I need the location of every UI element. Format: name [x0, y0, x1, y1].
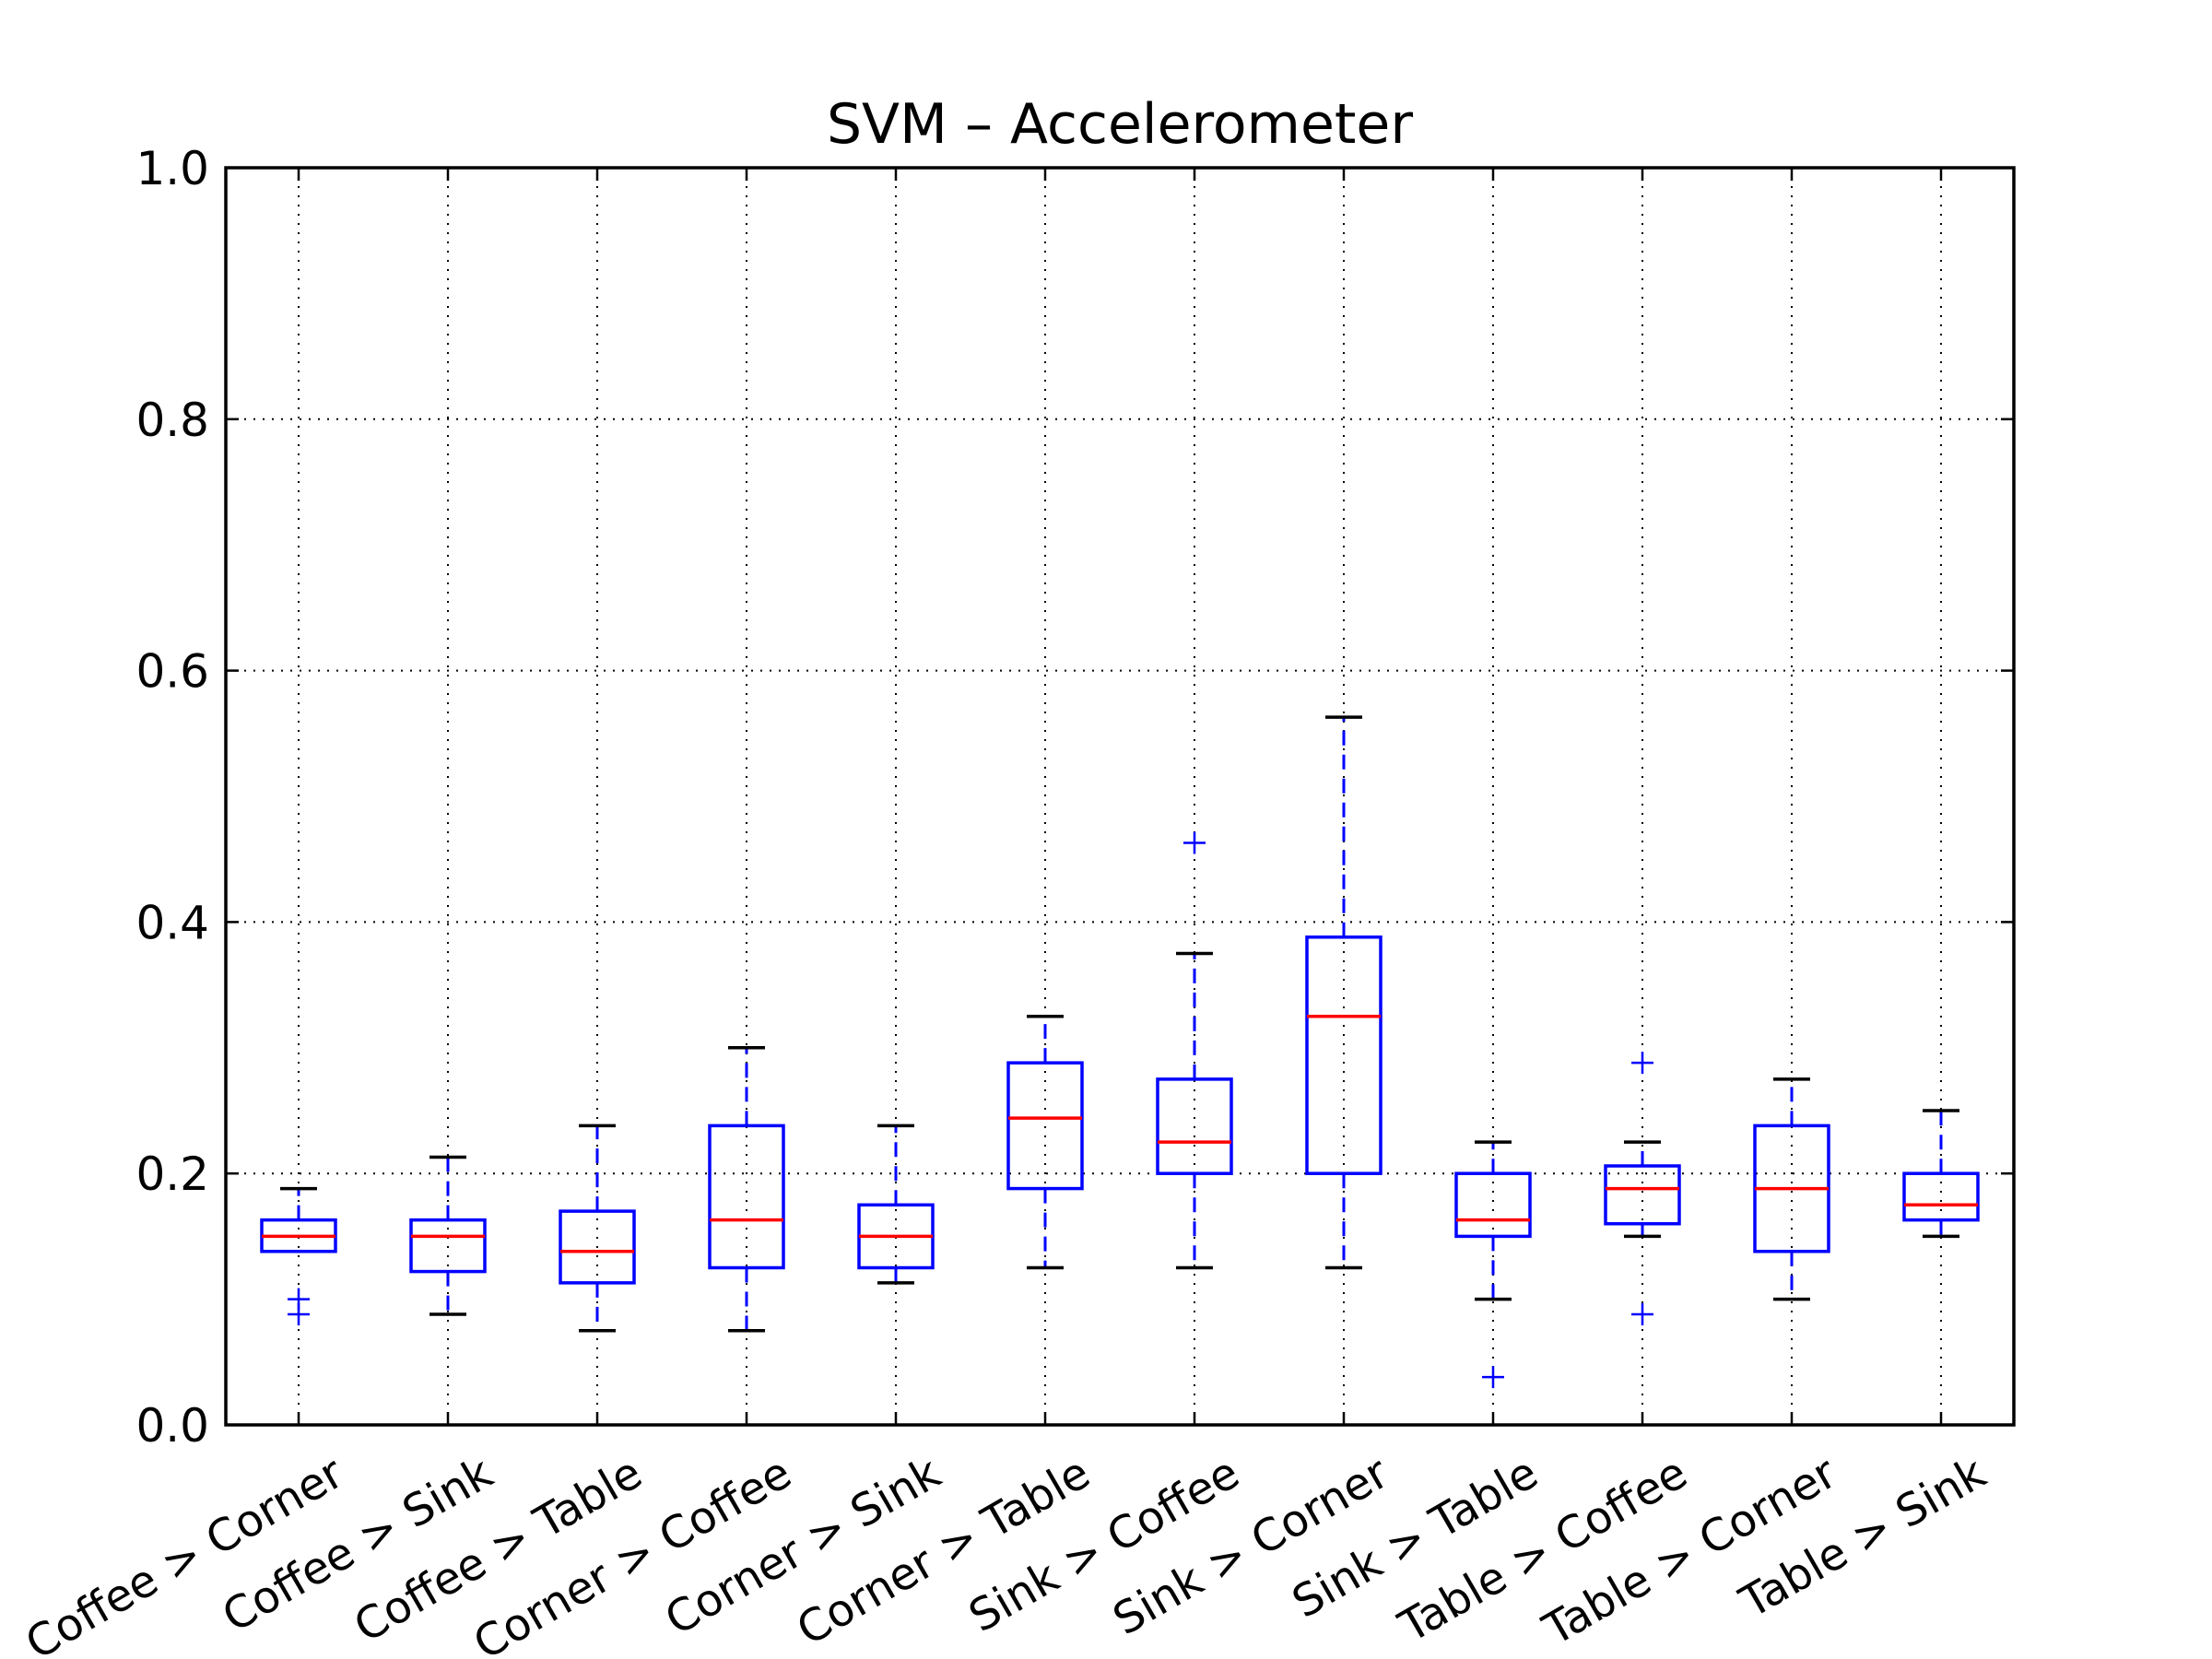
box-iqr — [708, 1124, 785, 1270]
chart-title: SVM – Accelerometer — [827, 92, 1413, 157]
box-iqr — [559, 1209, 636, 1285]
outliers — [288, 831, 1653, 1389]
y-tick-label: 0.4 — [135, 896, 209, 949]
y-tick-label: 0.0 — [135, 1399, 209, 1453]
y-tick-label: 0.2 — [135, 1147, 209, 1201]
outlier-point — [1631, 1302, 1653, 1325]
y-tick-labels: 0.0 0.2 0.4 0.6 0.8 1.0 — [135, 142, 209, 1453]
box-iqr — [1604, 1164, 1681, 1226]
outlier-point — [1183, 831, 1206, 854]
whiskers — [280, 715, 1959, 1333]
boxes — [260, 935, 1980, 1285]
y-tick-label: 1.0 — [135, 142, 209, 195]
y-tick-label: 0.8 — [135, 394, 209, 447]
box-iqr — [1305, 935, 1382, 1175]
box-iqr — [1006, 1061, 1084, 1191]
grid-lines — [226, 168, 2014, 1425]
y-tick-label: 0.6 — [135, 645, 209, 699]
box-iqr — [1156, 1077, 1233, 1175]
outlier-point — [288, 1288, 310, 1311]
plot-frame — [224, 166, 2016, 1427]
outlier-point — [1482, 1366, 1504, 1389]
box-iqr — [1902, 1171, 1980, 1222]
axes — [224, 166, 2016, 1427]
box-iqr — [1454, 1171, 1532, 1239]
outlier-point — [1631, 1052, 1653, 1075]
box-iqr — [409, 1218, 487, 1274]
